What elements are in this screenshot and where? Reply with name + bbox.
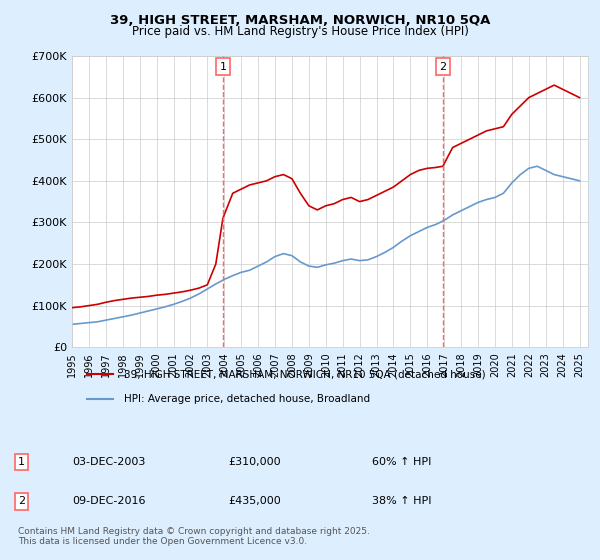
Text: £310,000: £310,000	[228, 457, 281, 467]
Text: 2: 2	[439, 62, 446, 72]
Text: HPI: Average price, detached house, Broadland: HPI: Average price, detached house, Broa…	[124, 394, 370, 404]
Text: 38% ↑ HPI: 38% ↑ HPI	[372, 496, 431, 506]
Text: 1: 1	[220, 62, 226, 72]
Text: 39, HIGH STREET, MARSHAM, NORWICH, NR10 5QA (detached house): 39, HIGH STREET, MARSHAM, NORWICH, NR10 …	[124, 369, 485, 379]
Text: 60% ↑ HPI: 60% ↑ HPI	[372, 457, 431, 467]
Text: 03-DEC-2003: 03-DEC-2003	[72, 457, 145, 467]
Text: Contains HM Land Registry data © Crown copyright and database right 2025.
This d: Contains HM Land Registry data © Crown c…	[18, 526, 370, 546]
Text: 1: 1	[18, 457, 25, 467]
Text: £435,000: £435,000	[228, 496, 281, 506]
Text: 39, HIGH STREET, MARSHAM, NORWICH, NR10 5QA: 39, HIGH STREET, MARSHAM, NORWICH, NR10 …	[110, 14, 490, 27]
Text: Price paid vs. HM Land Registry's House Price Index (HPI): Price paid vs. HM Land Registry's House …	[131, 25, 469, 38]
Text: 2: 2	[18, 496, 25, 506]
Text: 09-DEC-2016: 09-DEC-2016	[72, 496, 146, 506]
